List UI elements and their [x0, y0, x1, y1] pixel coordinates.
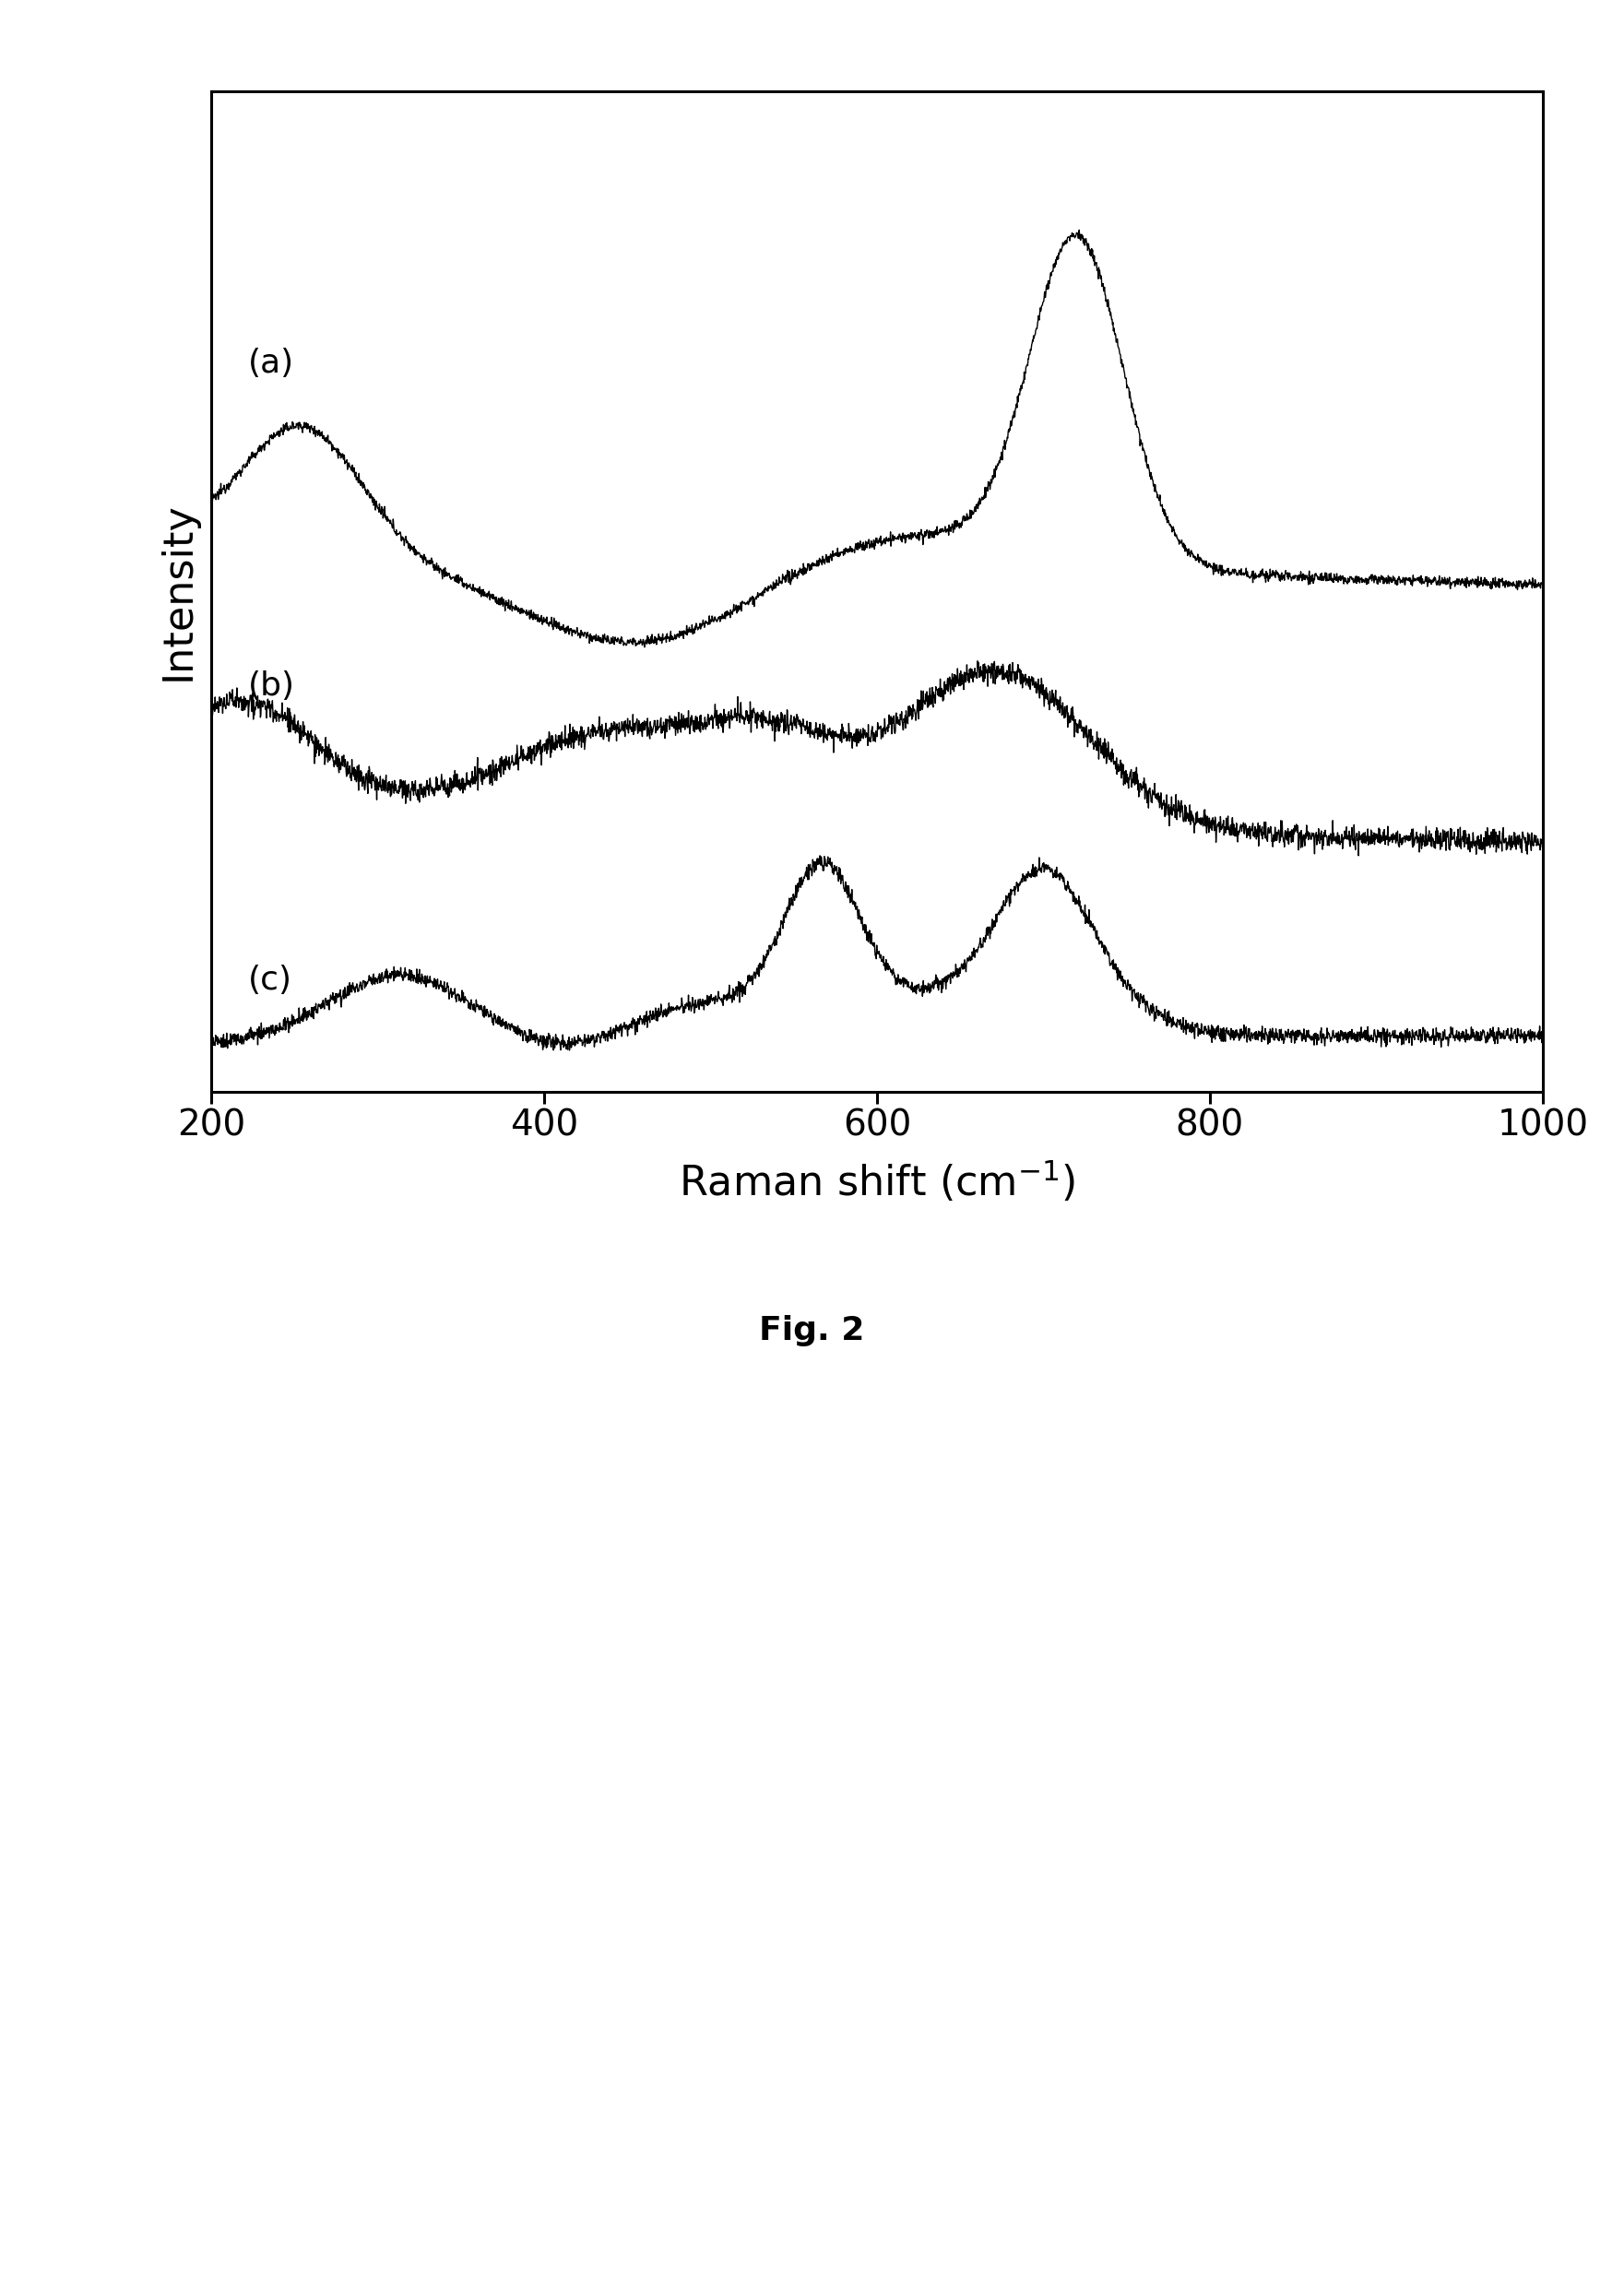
Y-axis label: Intensity: Intensity: [159, 503, 198, 680]
Text: (c): (c): [248, 965, 292, 996]
Text: (a): (a): [248, 348, 294, 380]
Text: (b): (b): [248, 671, 296, 703]
Text: Fig. 2: Fig. 2: [760, 1315, 864, 1347]
X-axis label: Raman shift (cm$^{-1}$): Raman shift (cm$^{-1}$): [679, 1158, 1075, 1203]
